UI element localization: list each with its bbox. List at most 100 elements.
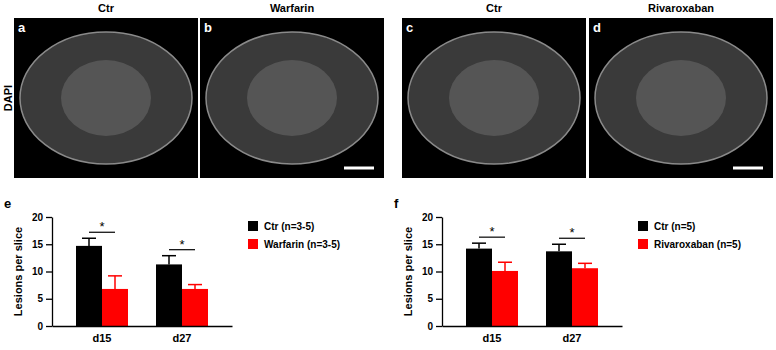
panel-letter: c: [406, 20, 413, 35]
error-bar-stem: [114, 276, 116, 289]
row-label: DAPI: [2, 85, 14, 111]
y-tick: 15: [32, 239, 52, 250]
y-tick-label: 20: [32, 212, 44, 223]
error-bar-stem: [504, 262, 506, 271]
panel-letter: f: [394, 196, 399, 211]
y-tick-label: 15: [32, 239, 44, 250]
error-bar: [108, 276, 122, 289]
significance-label: *: [99, 219, 104, 234]
y-tick: 20: [32, 212, 52, 223]
y-axis-line: [52, 218, 53, 327]
y-axis-line: [442, 218, 443, 327]
y-axis-title: Lesions per slice: [12, 227, 24, 316]
legend-swatch: [248, 239, 258, 249]
y-tick-mark: [436, 326, 442, 327]
x-tick: d15: [93, 326, 112, 344]
y-tick-label: 5: [37, 293, 43, 304]
y-tick-label: 10: [32, 266, 44, 277]
legend-swatch: [638, 221, 648, 231]
bar: [76, 246, 102, 326]
x-tick: d27: [563, 326, 582, 344]
x-tick-label: d27: [173, 332, 192, 344]
legend-label: Ctr (n=3-5): [264, 221, 314, 232]
tissue-section: [206, 32, 378, 164]
panel-title: Ctr: [486, 2, 503, 14]
x-axis-line: [53, 326, 233, 327]
y-axis: 05101520: [422, 212, 443, 332]
y-tick-mark: [46, 217, 52, 218]
error-bar-cap: [552, 244, 566, 246]
y-tick: 20: [422, 212, 442, 223]
x-tick-label: d15: [93, 332, 112, 344]
error-bar-cap: [472, 242, 486, 244]
error-bar-stem: [558, 244, 560, 251]
y-tick-label: 0: [37, 321, 43, 332]
panel-title: Ctr: [98, 2, 115, 14]
tissue-section: [20, 32, 192, 164]
chart: * * 0 5 10 15 20 d15 d27 Lesions per slice e Ctr (n…: [4, 196, 340, 344]
error-bar-stem: [168, 256, 170, 265]
image-background: [14, 18, 198, 178]
y-tick-mark: [436, 217, 442, 218]
plot-area: [466, 243, 598, 326]
y-tick-mark: [46, 271, 52, 272]
image-panel: d: [589, 18, 773, 178]
bar: [546, 251, 572, 326]
error-bar-cap: [162, 255, 176, 257]
bar: [156, 264, 182, 326]
error-bar-cap: [82, 238, 96, 240]
x-tick-label: d15: [483, 332, 502, 344]
bar: [466, 249, 492, 326]
y-tick-label: 20: [422, 212, 434, 223]
error-bar-cap: [578, 263, 592, 265]
y-tick-mark: [436, 271, 442, 272]
panel-letter: e: [4, 196, 11, 211]
y-tick-label: 0: [427, 321, 433, 332]
x-tick: d27: [173, 326, 192, 344]
image-background: [402, 18, 586, 178]
image-background: [200, 18, 384, 178]
legend: Ctr (n=3-5) Warfarin (n=3-5): [248, 221, 340, 250]
panel-title: Rivaroxaban: [648, 2, 714, 14]
error-bar: [162, 256, 176, 265]
significance-label: *: [179, 237, 184, 252]
legend-swatch: [248, 221, 258, 231]
error-bar: [188, 285, 202, 289]
grey-matter: [247, 60, 337, 136]
bar: [492, 271, 518, 326]
y-tick-mark: [46, 326, 52, 327]
x-axis: d15 d27: [53, 326, 233, 344]
significance-label: *: [489, 224, 494, 239]
panel-title: Warfarin: [270, 2, 314, 14]
x-tick-label: d27: [563, 332, 582, 344]
bar: [182, 289, 208, 326]
y-tick-mark: [46, 244, 52, 245]
plot-area: [76, 238, 208, 326]
y-axis-title: Lesions per slice: [402, 227, 414, 316]
error-bar-cap: [108, 275, 122, 277]
panel-letter: a: [18, 20, 26, 35]
error-bar-stem: [88, 238, 90, 246]
legend-label: Warfarin (n=3-5): [264, 239, 340, 250]
legend-label: Ctr (n=5): [654, 221, 695, 232]
x-axis: d15 d27: [443, 326, 623, 344]
chart: **05101520d15d27Lesions per slicefCtr (n…: [394, 196, 741, 344]
error-bar: [498, 262, 512, 271]
y-tick-mark: [436, 299, 442, 300]
y-tick: 0: [37, 321, 52, 332]
y-tick-mark: [436, 244, 442, 245]
legend: Ctr (n=5) Rivaroxaban (n=5): [638, 221, 741, 250]
tissue-section: [595, 32, 767, 164]
error-bar: [552, 244, 566, 251]
panel-letter: b: [204, 20, 212, 35]
y-tick: 0: [427, 321, 442, 332]
tissue-section: [408, 32, 580, 164]
error-bar: [82, 238, 96, 246]
scale-bar: [344, 167, 374, 170]
y-tick: 15: [422, 239, 442, 250]
y-tick: 10: [32, 266, 52, 277]
y-tick-label: 15: [422, 239, 434, 250]
image-background: [589, 18, 773, 178]
legend-label: Rivaroxaban (n=5): [654, 239, 741, 250]
y-axis: 0 5 10 15 20: [32, 212, 53, 332]
